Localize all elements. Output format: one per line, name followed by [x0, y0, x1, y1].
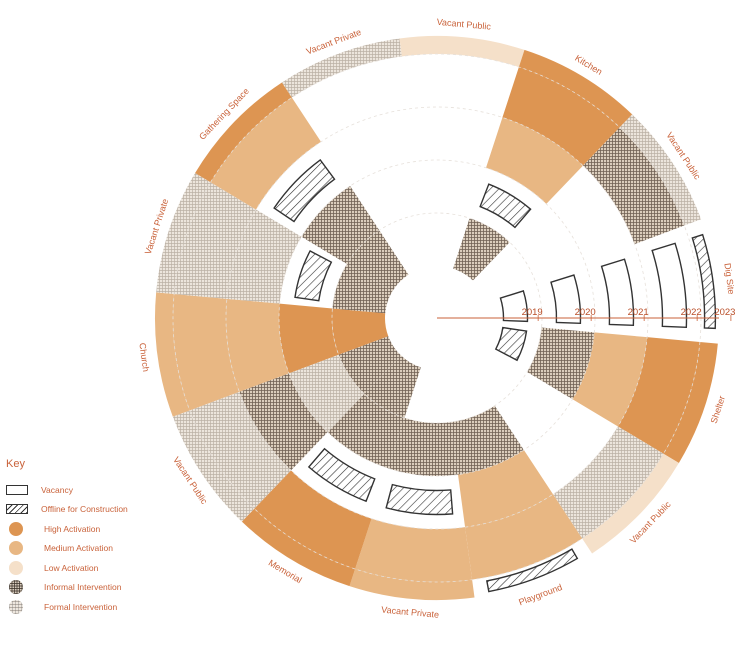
ring-cell-10-3 [465, 494, 583, 580]
ring-cell-11-1 [387, 417, 459, 476]
legend-label: Formal Intervention [44, 601, 118, 612]
wheel-rings [154, 35, 718, 600]
ring-cell-5-4 [518, 49, 633, 128]
legend-item-high: High Activation [6, 519, 166, 539]
ring-cell-11-3 [355, 518, 473, 582]
vacancy-band-7-2 [600, 258, 635, 327]
medium-orange-dot-icon [9, 541, 23, 556]
legend: Key Vacancy Offline for Construction Hig… [6, 458, 166, 617]
offline-band-1-1 [294, 250, 333, 302]
ring-cell-8-3 [617, 337, 700, 454]
light-texture-dot-icon [9, 599, 23, 614]
ring-cell-0-0 [332, 308, 389, 355]
dark-orange-dot-icon [9, 521, 23, 536]
ring-cell-3-4 [281, 38, 402, 98]
ring-cell-5-3 [502, 67, 620, 166]
legend-item-vacancy: Vacancy [6, 480, 166, 500]
offline-band-7-4 [691, 233, 717, 330]
legend-label: Informal Intervention [44, 582, 122, 593]
ring-cell-12-3 [254, 470, 372, 569]
ring-cell-1-2 [226, 209, 302, 304]
legend-item-low: Low Activation [6, 558, 166, 578]
ring-cell-6-3 [583, 127, 685, 245]
ring-cell-5-0 [453, 218, 510, 281]
ring-cell-1-4 [156, 173, 211, 295]
segment-label: Church [137, 342, 151, 372]
legend-label: High Activation [44, 523, 101, 534]
legend-item-informal: Informal Intervention [6, 578, 166, 598]
year-label-2019: 2019 [522, 307, 543, 318]
offline-band-2-2 [273, 158, 336, 223]
ring-cell-13-1 [289, 354, 365, 433]
legend-title: Key [6, 458, 25, 470]
ring-cell-13-0 [338, 336, 402, 394]
ring-cell-2-1 [301, 186, 380, 265]
offline-band-8-0 [494, 326, 528, 362]
legend-label: Medium Activation [44, 543, 113, 554]
ring-cell-13-4 [172, 410, 255, 522]
year-label-2022: 2022 [681, 307, 702, 318]
ring-cell-0-4 [154, 292, 190, 417]
year-label-2021: 2021 [628, 307, 649, 318]
year-axis: 2019 2020 2021 2022 2023 [437, 307, 735, 321]
ring-cell-0-2 [226, 298, 290, 392]
ring-cell-1-0 [332, 264, 393, 314]
legend-label: Low Activation [44, 562, 99, 573]
year-label-2023: 2023 [714, 307, 735, 318]
ring-cell-11-4 [349, 568, 475, 600]
year-label-2020: 2020 [575, 307, 596, 318]
offline-band-5-1 [479, 183, 532, 229]
hatched-swatch-icon [6, 504, 28, 515]
offline-band-12-2 [307, 447, 376, 503]
ring-cell-6-4 [619, 114, 702, 226]
segment-label: Shelter [709, 395, 727, 425]
legend-label: Offline for Construction [41, 504, 128, 515]
ring-cell-4-4 [399, 35, 525, 68]
ring-cell-5-2 [486, 117, 584, 204]
vacancy-band-7-3 [651, 242, 688, 328]
vacancy-band-7-1 [550, 274, 582, 325]
ring-cell-9-3 [553, 426, 664, 539]
vacancy-band-7-0 [499, 290, 529, 323]
vacancy-swatch-icon [6, 484, 28, 495]
ring-cell-13-3 [189, 391, 291, 509]
ring-cell-0-3 [173, 294, 240, 411]
ring-cell-12-1 [327, 393, 405, 469]
ring-cell-2-4 [195, 82, 292, 183]
ring-cell-10-1 [450, 405, 524, 475]
ring-cell-8-2 [572, 332, 648, 427]
light-orange-dot-icon [9, 560, 23, 575]
ring-cell-2-3 [210, 97, 321, 210]
offline-band-11-2 [385, 483, 454, 516]
legend-item-offline: Offline for Construction [6, 500, 166, 520]
segment-label: Kitchen [573, 53, 604, 77]
ring-cell-2-0 [346, 230, 409, 292]
ring-cell-8-1 [527, 327, 595, 400]
segment-label: Vacant Public [436, 17, 492, 32]
ring-cell-12-0 [364, 355, 421, 418]
legend-item-medium: Medium Activation [6, 539, 166, 559]
ring-cell-8-4 [663, 341, 718, 463]
segment-label: Playground [517, 582, 563, 607]
ring-cell-12-4 [241, 508, 356, 587]
ring-cell-0-1 [279, 303, 339, 374]
ring-cell-1-3 [174, 182, 257, 299]
segment-label: Dig Site [722, 262, 736, 295]
ring-cell-13-2 [239, 373, 328, 471]
offline-band-10-4 [485, 548, 579, 593]
dense-texture-dot-icon [9, 580, 23, 595]
segment-label: Vacant Private [381, 605, 440, 620]
ring-cell-10-2 [458, 449, 554, 528]
legend-label: Vacancy [41, 484, 73, 495]
ring-cell-9-4 [582, 453, 679, 554]
legend-item-formal: Formal Intervention [6, 597, 166, 617]
